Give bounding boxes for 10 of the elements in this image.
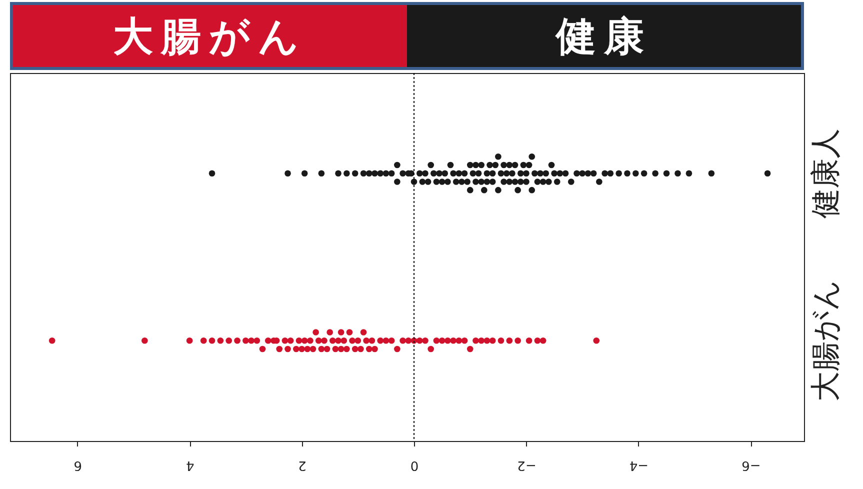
x-tick-label: −6	[742, 458, 761, 472]
x-tick-label: 6	[74, 458, 82, 472]
x-tick-label: 2	[298, 458, 306, 472]
x-tick-label: 4	[186, 458, 194, 472]
x-tick-label: 0	[410, 458, 419, 472]
x-tick-label: −4	[629, 458, 649, 472]
text: 大腸がん	[13, 5, 407, 67]
x-tick-label: −2	[517, 458, 536, 472]
y-tick-label: 健康人	[808, 128, 844, 218]
text: 健康	[407, 5, 801, 67]
